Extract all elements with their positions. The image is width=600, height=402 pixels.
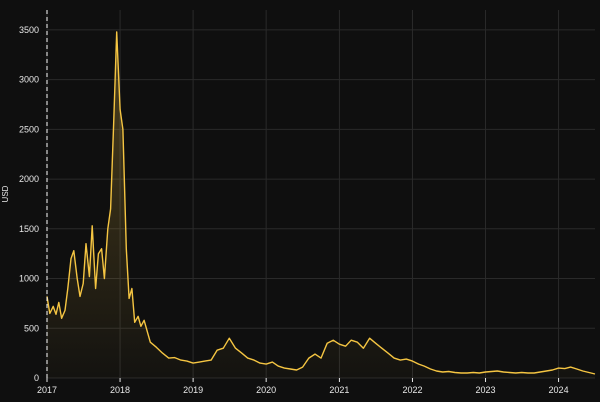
y-tick-label: 500: [24, 323, 39, 333]
x-tick-label: 2024: [549, 385, 569, 395]
x-axis-ticks: 2017 2018 2019 2020 2021 2022 2023 2024: [37, 378, 569, 395]
y-tick-label: 2000: [19, 174, 39, 184]
gridlines: [46, 10, 595, 379]
x-tick-label: 2018: [110, 385, 130, 395]
y-tick-label: 3500: [19, 25, 39, 35]
x-tick-label: 2022: [402, 385, 422, 395]
series-area-layer: [46, 31, 596, 379]
y-tick-label: 2500: [19, 124, 39, 134]
x-tick-label: 2023: [476, 385, 496, 395]
y-tick-label: 3000: [19, 75, 39, 85]
y-tick-label: 1500: [19, 224, 39, 234]
y-tick-label: 1000: [19, 274, 39, 284]
x-tick-label: 2020: [256, 385, 276, 395]
y-axis-label: USD: [1, 185, 10, 202]
series-line: [46, 31, 596, 375]
x-tick-label: 2019: [183, 385, 203, 395]
y-axis-ticks: 0 500 1000 1500 2000 2500 3000 3500: [19, 25, 39, 383]
x-tick-label: 2021: [329, 385, 349, 395]
x-tick-label: 2017: [37, 385, 57, 395]
series-area: [47, 31, 595, 379]
y-tick-label: 0: [34, 373, 39, 383]
